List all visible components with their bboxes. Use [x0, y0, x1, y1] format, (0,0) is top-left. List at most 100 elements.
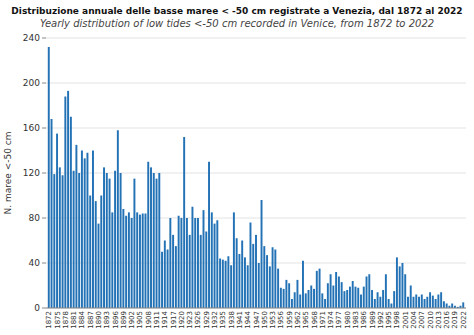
bar: [437, 295, 439, 309]
bar: [56, 134, 58, 308]
bar: [86, 153, 88, 308]
bar: [308, 290, 310, 308]
bar: [319, 269, 321, 308]
bar: [382, 290, 384, 308]
x-tick-label: 1881: [70, 311, 78, 329]
y-tick: [42, 218, 46, 219]
bar: [299, 295, 301, 309]
x-tick-label: 1923: [186, 311, 194, 329]
bar: [233, 212, 235, 308]
x-tick-label: 1929: [203, 311, 211, 329]
bar: [426, 297, 428, 308]
bar: [125, 216, 127, 308]
bar: [150, 167, 152, 308]
bar: [103, 167, 105, 308]
bar: [388, 299, 390, 308]
bar: [446, 304, 448, 309]
bar: [343, 291, 345, 308]
bar: [194, 218, 196, 308]
chart: Distribuzione annuale delle basse maree …: [0, 0, 474, 335]
x-tick-label: 1875: [54, 311, 62, 329]
y-tick-label: 160: [23, 123, 40, 133]
bar: [374, 299, 376, 308]
y-tick-label: 40: [29, 258, 41, 268]
bar: [440, 292, 442, 308]
bar: [310, 286, 312, 309]
bar: [371, 290, 373, 308]
bar: [277, 269, 279, 308]
bar: [274, 250, 276, 309]
x-tick-label: 1914: [161, 310, 169, 328]
bar: [156, 179, 158, 308]
bar: [59, 167, 61, 308]
bar: [288, 283, 290, 308]
bar: [62, 175, 64, 308]
x-tick-label: 2004: [410, 310, 418, 328]
x-tick-label: 1908: [145, 311, 153, 329]
bar: [73, 171, 75, 308]
bar: [266, 255, 268, 308]
bar: [305, 293, 307, 308]
bar: [203, 210, 205, 308]
grid-line: [46, 83, 466, 84]
x-tick-label: 1935: [219, 311, 227, 329]
x-tick-label: 1905: [136, 311, 144, 329]
bar: [211, 212, 213, 308]
x-tick-label: 1950: [261, 311, 269, 329]
bar: [324, 299, 326, 308]
bar: [252, 244, 254, 308]
bar: [401, 263, 403, 308]
x-tick-label: 1893: [103, 311, 111, 329]
x-tick-label: 2013: [435, 311, 443, 329]
bar: [302, 261, 304, 308]
bar: [313, 289, 315, 308]
bar: [216, 220, 218, 308]
bar: [366, 277, 368, 309]
bar: [98, 224, 100, 308]
y-tick-label: 80: [29, 213, 41, 223]
bar: [89, 196, 91, 309]
x-tick-label: 1983: [352, 311, 360, 329]
bar: [360, 295, 362, 309]
x-tick-label: 1902: [128, 311, 136, 329]
x-tick-label: 2019: [451, 311, 459, 329]
bar: [225, 261, 227, 308]
bar: [451, 304, 453, 309]
x-tick-label: 2007: [418, 311, 426, 329]
bar: [70, 117, 72, 308]
grid-line: [46, 128, 466, 129]
x-tick-label: 1989: [369, 311, 377, 329]
bar: [175, 246, 177, 308]
bar: [250, 223, 252, 309]
bar: [255, 235, 257, 308]
bar: [294, 292, 296, 308]
bar: [111, 212, 113, 308]
bar: [272, 247, 274, 308]
bar: [283, 289, 285, 308]
grid-line: [46, 308, 466, 309]
x-tick-label: 1899: [120, 311, 128, 329]
bar: [191, 207, 193, 308]
bar: [205, 232, 207, 309]
x-tick-label: 1941: [236, 311, 244, 329]
x-tick-label: 1992: [377, 311, 385, 329]
bar: [131, 218, 133, 308]
bar: [100, 196, 102, 309]
bar: [180, 218, 182, 308]
bar: [285, 280, 287, 308]
bar: [349, 287, 351, 308]
bar: [247, 265, 249, 308]
y-tick-label: 240: [23, 33, 40, 43]
x-tick-label: 1920: [178, 311, 186, 329]
bar: [296, 280, 298, 308]
bar: [81, 151, 83, 309]
bar: [51, 119, 53, 308]
x-tick-label: 1980: [344, 311, 352, 329]
bar: [291, 299, 293, 308]
bar: [167, 250, 169, 309]
bars: [48, 47, 464, 308]
bar: [95, 201, 97, 308]
bar: [139, 215, 141, 308]
bar: [424, 299, 426, 308]
bar: [227, 256, 229, 308]
